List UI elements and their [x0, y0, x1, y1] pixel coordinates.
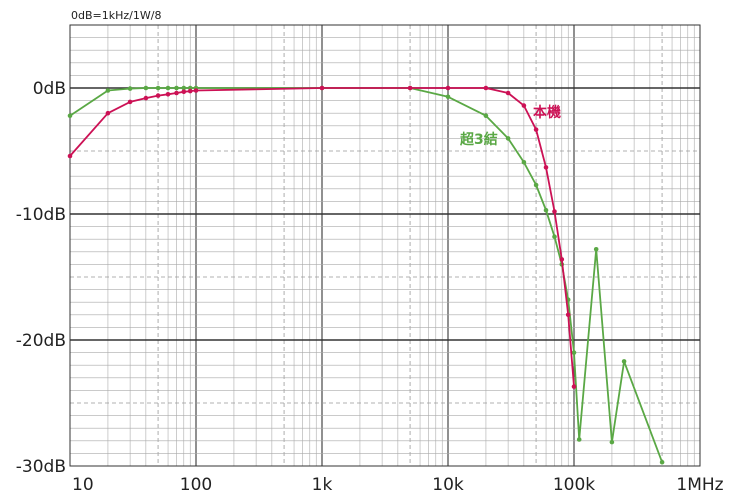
x-tick-label: 100: [180, 475, 212, 495]
data-point: [67, 153, 73, 159]
data-point: [565, 312, 571, 318]
data-point: [143, 95, 149, 101]
data-point: [483, 113, 489, 118]
data-point: [155, 85, 161, 91]
x-tick-label: 10k: [432, 475, 464, 495]
data-point: [181, 89, 187, 95]
data-point: [67, 113, 73, 118]
grid: [70, 25, 700, 466]
data-point: [319, 85, 325, 91]
data-point: [521, 103, 527, 108]
data-point: [533, 127, 539, 132]
data-point: [187, 88, 193, 94]
y-tick-label: 0dB: [33, 79, 66, 99]
data-point: [105, 88, 111, 93]
x-tick-label: 100k: [553, 475, 595, 495]
data-point: [445, 85, 451, 91]
x-tick-label: 1k: [312, 475, 333, 495]
axes: 10 100 1k 10k 100k 1MHz 0dB -10dB -20dB -30dB: [16, 24, 724, 495]
data-point: [165, 92, 171, 97]
series-layer: [67, 85, 665, 465]
data-point: [181, 85, 187, 91]
data-point: [127, 86, 133, 91]
data-point: [174, 85, 179, 91]
data-point: [576, 437, 582, 442]
series-line-honki: [69, 87, 575, 387]
data-point: [445, 94, 451, 100]
data-point: [143, 85, 149, 91]
data-point: [543, 207, 549, 213]
data-point: [552, 209, 557, 214]
x-tick-label: 10: [72, 475, 94, 495]
data-point: [505, 136, 511, 141]
data-point: [533, 182, 539, 188]
y-tick-label: -30dB: [16, 457, 66, 477]
data-point: [621, 359, 627, 364]
data-point: [127, 99, 133, 105]
data-point: [483, 85, 489, 91]
data-point: [571, 350, 577, 355]
series-label-honki: 本機: [533, 104, 561, 121]
data-point: [559, 257, 565, 262]
data-point: [193, 88, 199, 93]
chart-annotation: 0dB=1kHz/1W/8: [71, 9, 161, 22]
data-point: [609, 439, 615, 445]
series-line-cho3ketsu: [69, 87, 663, 463]
series-label-cho3ketsu: 超3結: [459, 131, 498, 148]
data-point: [155, 93, 161, 98]
data-point: [552, 234, 557, 239]
plot-frame: [69, 24, 701, 467]
data-point: [407, 85, 413, 91]
data-point: [571, 384, 577, 389]
data-point: [165, 85, 171, 91]
y-tick-label: -10dB: [16, 205, 66, 225]
data-point: [174, 90, 179, 96]
data-point: [593, 247, 599, 252]
y-tick-label: -20dB: [16, 331, 66, 351]
data-point: [543, 165, 549, 170]
data-point: [521, 160, 527, 165]
x-tick-label: 1MHz: [676, 475, 723, 495]
data-point: [659, 459, 665, 465]
data-point: [105, 110, 111, 116]
data-point: [505, 90, 511, 96]
